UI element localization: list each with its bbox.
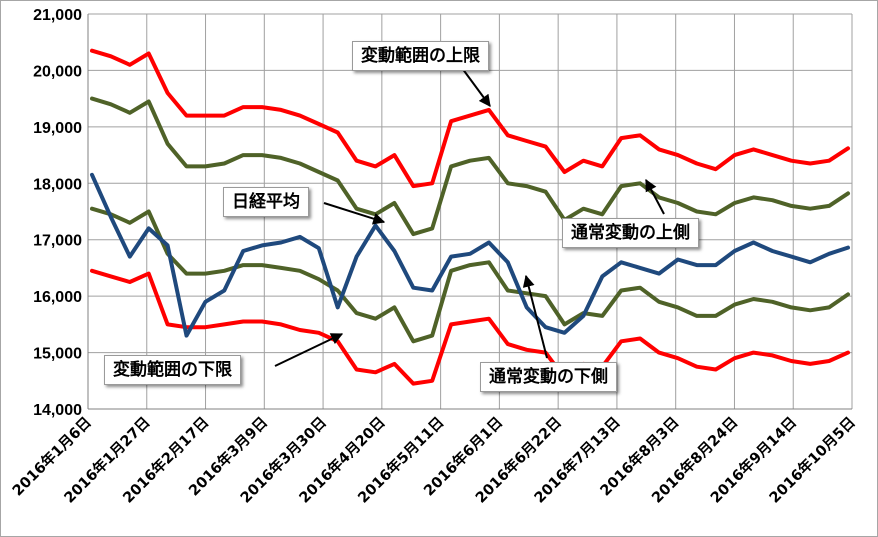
- series-lower-range: [90, 268, 850, 386]
- callout-lower-range: 変動範囲の下限: [104, 355, 241, 385]
- callout-nikkei: 日経平均: [223, 187, 309, 217]
- y-tick-label: 21,000: [33, 7, 82, 24]
- y-axis-tick-labels: 14,000 15,000 16,000 17,000 18,000 19,000 20,0…: [33, 7, 82, 419]
- series-lines: [90, 48, 850, 386]
- y-tick-label: 16,000: [33, 289, 82, 306]
- gridlines: [87, 13, 853, 410]
- arrow-normal-upper: [645, 178, 665, 215]
- arrow-normal-lower: [522, 274, 548, 359]
- callout-upper-range: 変動範囲の上限: [352, 41, 489, 71]
- series-upper-range: [90, 48, 850, 189]
- x-axis-tick-labels: 2016年1月6日2016年1月27日2016年2月17日2016年3月9日20…: [9, 413, 859, 506]
- arrow-lower-range: [274, 333, 344, 367]
- series-normal-lower: [90, 206, 850, 344]
- y-tick-label: 15,000: [33, 346, 82, 363]
- arrow-upper-range: [461, 67, 491, 107]
- y-tick-label: 17,000: [33, 233, 82, 250]
- callout-normal-lower: 通常変動の下側: [480, 362, 617, 392]
- y-tick-label: 18,000: [33, 176, 82, 193]
- y-tick-label: 19,000: [33, 120, 82, 137]
- callout-normal-upper: 通常変動の上側: [562, 218, 699, 248]
- arrow-nikkei: [323, 202, 386, 225]
- y-tick-label: 14,000: [33, 402, 82, 419]
- y-tick-label: 20,000: [33, 63, 82, 80]
- series-nikkei: [90, 172, 850, 338]
- series-normal-upper: [90, 96, 850, 237]
- callout-arrows: [274, 67, 665, 367]
